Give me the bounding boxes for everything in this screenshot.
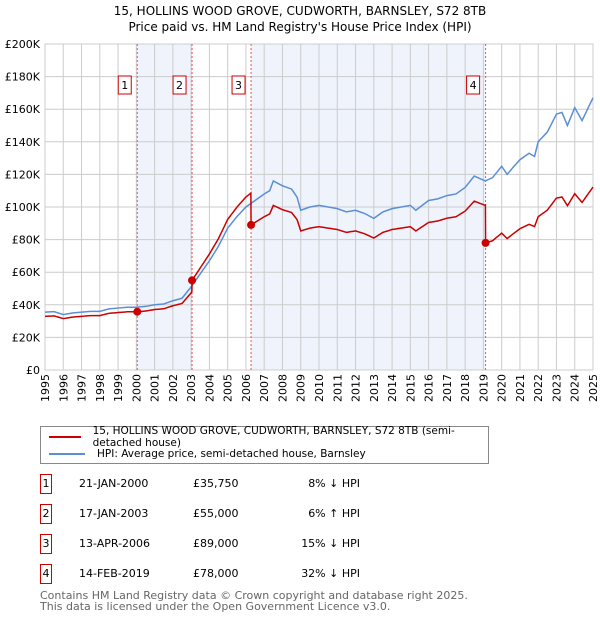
hpi-line <box>44 97 594 316</box>
sale-label-box <box>466 75 481 95</box>
legend-item-hpi: HPI: Average price, semi-detached house,… <box>49 446 366 462</box>
legend-label: HPI: Average price, semi-detached house,… <box>97 448 366 460</box>
sale-point <box>247 220 256 229</box>
x-tick-label: 2021 <box>514 374 527 402</box>
x-tick-label: 2024 <box>569 374 582 402</box>
x-tick-label: 1995 <box>39 374 52 402</box>
y-tick-label: £20K <box>12 331 41 344</box>
x-tick-label: 2007 <box>258 374 271 402</box>
x-tick-label: 2017 <box>441 374 454 402</box>
sale-hpi-diff: 6% ↑ HPI <box>308 507 360 520</box>
sale-point <box>188 276 197 285</box>
x-tick-label: 2018 <box>459 374 472 402</box>
x-tick-label: 2022 <box>532 374 545 402</box>
y-tick-label: £60K <box>12 266 41 279</box>
sale-price: £89,000 <box>193 537 239 550</box>
x-tick-label: 1996 <box>57 374 70 402</box>
y-tick-label: £0 <box>26 364 40 377</box>
x-tick-label: 2015 <box>404 374 417 402</box>
x-tick-label: 2004 <box>203 374 216 402</box>
sale-label-box <box>231 75 246 95</box>
sale-row: 4 14-FEB-2019 £78,000 32% ↓ HPI <box>40 564 600 584</box>
y-tick-label: £140K <box>5 136 41 149</box>
sale-hpi-diff: 8% ↓ HPI <box>308 477 360 490</box>
sale-label: 4 <box>470 79 477 92</box>
sale-number: 1 <box>40 474 52 494</box>
y-tick-label: £200K <box>5 38 41 51</box>
x-tick-label: 2010 <box>313 374 326 402</box>
x-tick-label: 2009 <box>295 374 308 402</box>
x-tick-label: 2002 <box>167 374 180 402</box>
sale-date: 21-JAN-2000 <box>79 477 149 490</box>
y-tick-label: £160K <box>5 103 41 116</box>
x-tick-label: 2000 <box>130 374 143 402</box>
sale-row: 1 21-JAN-2000 £35,750 8% ↓ HPI <box>40 474 600 494</box>
sale-number: 3 <box>40 534 52 554</box>
x-tick-label: 2005 <box>222 374 235 402</box>
legend-label: 15, HOLLINS WOOD GROVE, CUDWORTH, BARNSL… <box>92 425 455 449</box>
x-tick-label: 2025 <box>587 374 600 402</box>
legend: 15, HOLLINS WOOD GROVE, CUDWORTH, BARNSL… <box>40 425 489 464</box>
x-tick-label: 2003 <box>185 374 198 402</box>
sale-price: £78,000 <box>193 567 239 580</box>
x-tick-label: 2016 <box>423 374 436 402</box>
plot-area: £0 £20K £40K £60K £80K £100K £120K £140K £160K £1… <box>5 38 600 402</box>
sale-label: 2 <box>176 79 183 92</box>
y-tick-label: £80K <box>12 234 41 247</box>
chart-subtitle: Price paid vs. HM Land Registry's House … <box>128 20 472 34</box>
sale-label-box <box>172 75 187 95</box>
chart-title: 15, HOLLINS WOOD GROVE, CUDWORTH, BARNSL… <box>113 4 487 18</box>
sale-number: 4 <box>40 564 52 584</box>
legend-item-property: 15, HOLLINS WOOD GROVE, CUDWORTH, BARNSL… <box>49 425 488 449</box>
sale-date: 17-JAN-2003 <box>79 507 149 520</box>
x-tick-label: 2008 <box>276 374 289 402</box>
footer: Contains HM Land Registry data © Crown c… <box>40 590 468 612</box>
sale-date: 14-FEB-2019 <box>79 567 150 580</box>
sale-price: £35,750 <box>193 477 239 490</box>
footer-line: This data is licensed under the Open Gov… <box>40 600 391 613</box>
y-tick-label: £100K <box>5 201 41 214</box>
footer-line: Contains HM Land Registry data © Crown c… <box>40 589 468 602</box>
sale-point <box>133 307 142 316</box>
sale-price: £55,000 <box>193 507 239 520</box>
x-tick-label: 2020 <box>496 374 509 402</box>
x-tick-label: 2012 <box>350 374 363 402</box>
x-tick-label: 2019 <box>477 374 490 402</box>
sale-label-box <box>117 75 132 95</box>
x-tick-label: 2014 <box>386 374 399 402</box>
sale-date: 13-APR-2006 <box>79 537 151 550</box>
sale-point <box>481 238 490 247</box>
sale-label: 1 <box>121 79 128 92</box>
x-tick-label: 1998 <box>94 374 107 402</box>
y-tick-label: £40K <box>12 299 41 312</box>
x-tick-label: 2001 <box>149 374 162 402</box>
sale-number: 2 <box>40 504 52 524</box>
x-tick-label: 1997 <box>76 374 89 402</box>
sale-row: 3 13-APR-2006 £89,000 15% ↓ HPI <box>40 534 600 554</box>
plot-border <box>44 43 594 371</box>
sale-hpi-diff: 32% ↓ HPI <box>301 567 360 580</box>
x-tick-label: 1999 <box>112 374 125 402</box>
x-tick-label: 2023 <box>550 374 563 402</box>
y-tick-label: £180K <box>5 71 41 84</box>
x-tick-label: 2011 <box>331 374 344 402</box>
sale-label: 3 <box>235 79 242 92</box>
y-tick-label: £120K <box>5 168 41 181</box>
sale-row: 2 17-JAN-2003 £55,000 6% ↑ HPI <box>40 504 600 524</box>
x-tick-label: 2006 <box>240 374 253 402</box>
x-tick-label: 2013 <box>368 374 381 402</box>
sale-hpi-diff: 15% ↓ HPI <box>301 537 360 550</box>
